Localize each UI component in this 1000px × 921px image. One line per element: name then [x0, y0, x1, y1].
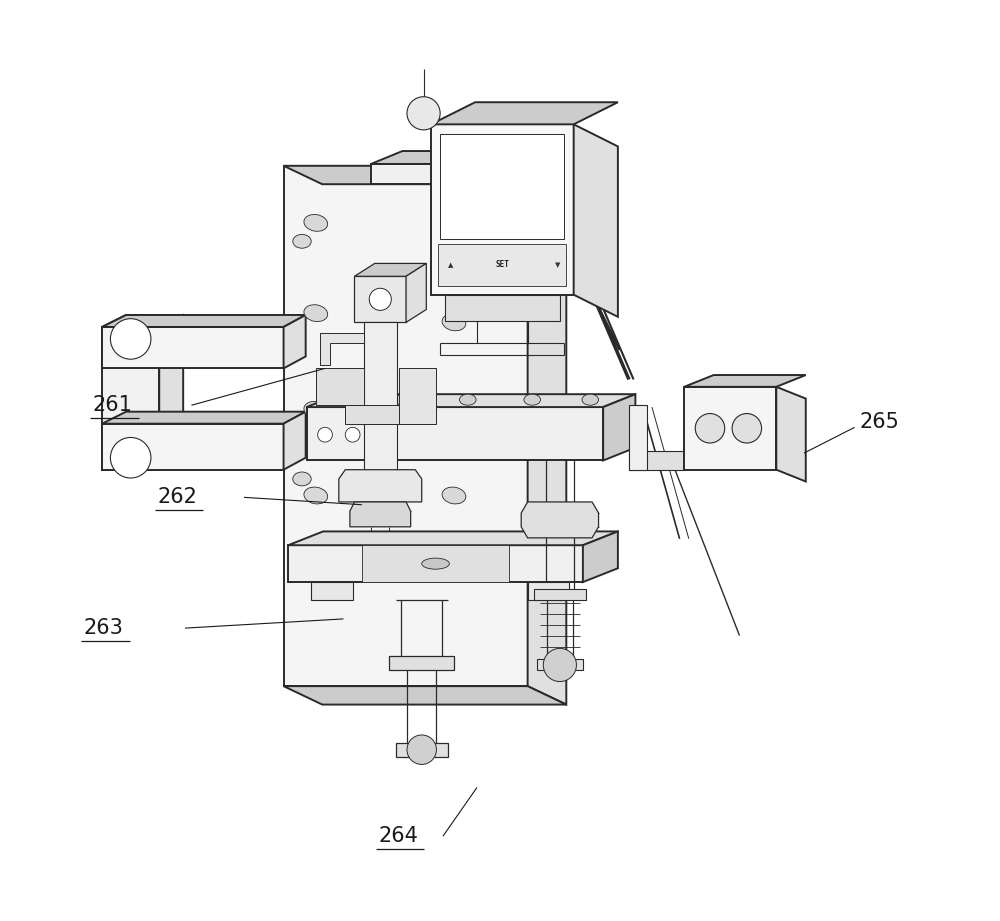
Ellipse shape	[304, 487, 328, 504]
Polygon shape	[431, 124, 574, 295]
Circle shape	[695, 414, 725, 443]
Polygon shape	[354, 276, 406, 322]
Polygon shape	[528, 151, 559, 184]
Circle shape	[732, 414, 762, 443]
Polygon shape	[431, 102, 618, 124]
Circle shape	[407, 735, 436, 764]
Text: 261: 261	[93, 395, 133, 415]
Circle shape	[345, 427, 360, 442]
Text: ▼: ▼	[555, 262, 561, 268]
Polygon shape	[102, 412, 306, 424]
Ellipse shape	[293, 234, 311, 249]
Ellipse shape	[442, 487, 466, 504]
Text: 264: 264	[378, 826, 418, 846]
Polygon shape	[528, 582, 569, 600]
Polygon shape	[159, 315, 183, 470]
Polygon shape	[371, 151, 559, 164]
Polygon shape	[574, 124, 618, 317]
Polygon shape	[629, 405, 647, 470]
Ellipse shape	[293, 472, 311, 486]
Polygon shape	[284, 315, 306, 368]
Polygon shape	[776, 387, 806, 482]
Polygon shape	[537, 659, 583, 670]
Polygon shape	[534, 589, 586, 600]
Ellipse shape	[582, 394, 599, 405]
Ellipse shape	[459, 394, 476, 405]
Polygon shape	[307, 394, 635, 407]
Ellipse shape	[422, 558, 449, 569]
Ellipse shape	[304, 402, 328, 418]
Polygon shape	[288, 545, 583, 582]
Polygon shape	[311, 582, 353, 600]
Polygon shape	[440, 134, 564, 239]
Polygon shape	[684, 375, 806, 387]
Polygon shape	[364, 322, 397, 470]
Polygon shape	[316, 368, 364, 405]
Ellipse shape	[442, 402, 466, 418]
Polygon shape	[396, 743, 448, 757]
Polygon shape	[345, 405, 403, 424]
Polygon shape	[284, 166, 566, 184]
Polygon shape	[406, 263, 426, 322]
Text: 265: 265	[859, 412, 899, 432]
Polygon shape	[521, 502, 599, 538]
Text: 263: 263	[84, 618, 124, 638]
Polygon shape	[284, 166, 528, 686]
Polygon shape	[371, 164, 528, 184]
Circle shape	[110, 319, 151, 359]
Polygon shape	[354, 263, 426, 276]
Polygon shape	[102, 327, 159, 470]
Polygon shape	[389, 656, 454, 670]
Ellipse shape	[442, 314, 466, 331]
Circle shape	[543, 648, 576, 682]
Ellipse shape	[304, 305, 328, 321]
Polygon shape	[629, 451, 684, 470]
Polygon shape	[288, 531, 618, 545]
Polygon shape	[320, 333, 364, 365]
Polygon shape	[284, 686, 566, 705]
Ellipse shape	[442, 233, 466, 250]
Ellipse shape	[340, 394, 356, 405]
Ellipse shape	[304, 215, 328, 231]
Polygon shape	[528, 166, 566, 705]
Polygon shape	[684, 387, 776, 470]
Polygon shape	[350, 502, 411, 527]
Polygon shape	[102, 315, 183, 327]
Polygon shape	[284, 412, 306, 470]
Circle shape	[318, 427, 332, 442]
Text: ▲: ▲	[448, 262, 453, 268]
Circle shape	[407, 97, 440, 130]
Polygon shape	[603, 394, 635, 460]
Polygon shape	[102, 424, 284, 470]
Ellipse shape	[395, 394, 412, 405]
Text: SET: SET	[495, 260, 509, 269]
Polygon shape	[102, 327, 284, 368]
Ellipse shape	[524, 394, 541, 405]
Polygon shape	[438, 244, 566, 286]
Polygon shape	[399, 368, 436, 424]
Circle shape	[369, 288, 391, 310]
Polygon shape	[445, 295, 560, 321]
Polygon shape	[102, 315, 306, 327]
Circle shape	[110, 437, 151, 478]
Text: 262: 262	[157, 487, 197, 507]
Polygon shape	[307, 407, 603, 460]
Polygon shape	[583, 531, 618, 582]
Polygon shape	[339, 470, 422, 502]
Polygon shape	[362, 545, 509, 582]
